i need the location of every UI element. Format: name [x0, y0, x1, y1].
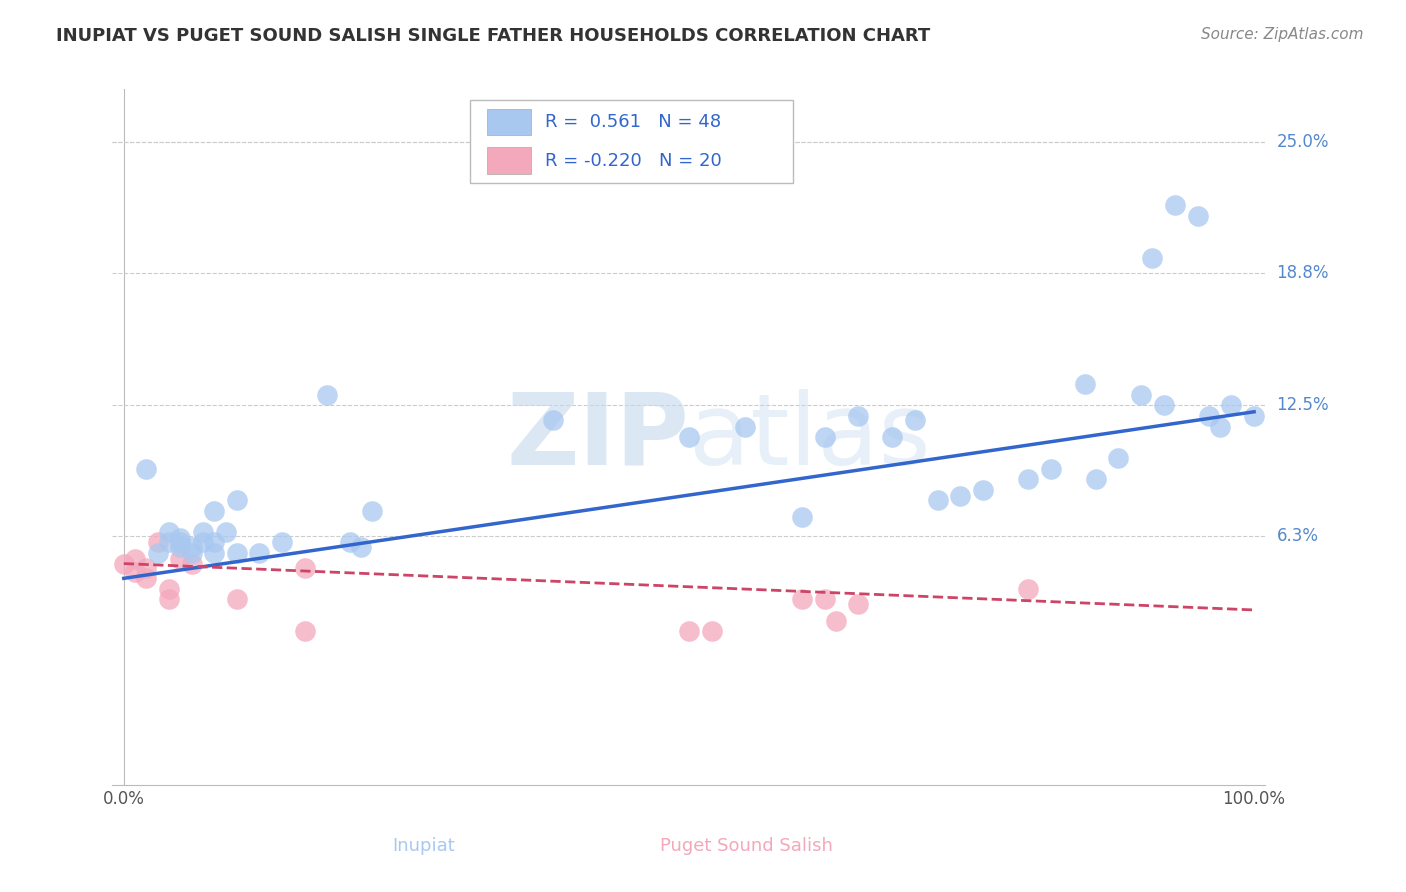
Point: [191, 524, 214, 539]
Point: [790, 592, 813, 607]
Point: [813, 430, 835, 444]
Point: [135, 561, 157, 575]
Point: [169, 535, 191, 549]
Point: [927, 493, 949, 508]
Point: [1039, 461, 1062, 475]
Point: [1243, 409, 1265, 423]
Point: [700, 624, 723, 638]
Point: [146, 546, 169, 560]
Point: [135, 461, 157, 475]
Point: [124, 565, 146, 579]
Point: [157, 592, 180, 607]
Point: [225, 493, 247, 508]
Point: [361, 504, 384, 518]
Text: R = -0.220   N = 20: R = -0.220 N = 20: [546, 152, 721, 169]
Point: [202, 535, 225, 549]
Point: [848, 597, 870, 611]
Point: [734, 419, 756, 434]
Point: [294, 561, 316, 575]
Point: [813, 592, 835, 607]
Point: [678, 624, 700, 638]
Point: [1153, 399, 1175, 413]
Point: [1017, 582, 1039, 596]
Point: [157, 524, 180, 539]
Text: 6.3%: 6.3%: [1277, 527, 1319, 545]
Point: [169, 552, 191, 566]
Text: atlas: atlas: [689, 389, 931, 485]
Point: [1084, 472, 1107, 486]
Text: Source: ZipAtlas.com: Source: ZipAtlas.com: [1201, 27, 1364, 42]
Point: [169, 531, 191, 545]
Point: [202, 504, 225, 518]
Point: [157, 582, 180, 596]
FancyBboxPatch shape: [470, 100, 793, 183]
Point: [202, 546, 225, 560]
Point: [825, 614, 848, 628]
Point: [848, 409, 870, 423]
Point: [180, 557, 202, 571]
Text: Inupiat: Inupiat: [392, 837, 456, 855]
Point: [949, 489, 972, 503]
Point: [169, 540, 191, 554]
Point: [157, 535, 180, 549]
Point: [135, 571, 157, 585]
Point: [271, 535, 294, 549]
Point: [543, 413, 565, 427]
Point: [1073, 377, 1095, 392]
Bar: [488, 147, 531, 174]
Point: [1017, 472, 1039, 486]
Point: [1130, 388, 1153, 402]
Text: 25.0%: 25.0%: [1277, 133, 1329, 151]
Text: ZIP: ZIP: [506, 389, 689, 485]
Point: [790, 510, 813, 524]
Point: [1142, 251, 1164, 265]
Point: [124, 552, 146, 566]
Point: [678, 430, 700, 444]
Point: [191, 535, 214, 549]
Point: [1220, 399, 1243, 413]
Point: [1187, 209, 1209, 223]
Point: [882, 430, 904, 444]
Point: [225, 592, 247, 607]
Point: [339, 535, 361, 549]
Text: 18.8%: 18.8%: [1277, 264, 1329, 282]
Point: [180, 540, 202, 554]
Point: [350, 540, 373, 554]
Point: [112, 557, 135, 571]
Point: [1198, 409, 1220, 423]
Point: [316, 388, 339, 402]
Point: [214, 524, 236, 539]
Text: Puget Sound Salish: Puget Sound Salish: [661, 837, 832, 855]
Point: [904, 413, 927, 427]
Point: [180, 546, 202, 560]
Point: [225, 546, 247, 560]
Text: R =  0.561   N = 48: R = 0.561 N = 48: [546, 113, 721, 131]
Point: [1209, 419, 1232, 434]
Point: [146, 535, 169, 549]
Point: [1164, 198, 1187, 212]
Point: [972, 483, 994, 497]
Text: 12.5%: 12.5%: [1277, 396, 1329, 415]
Point: [249, 546, 271, 560]
Bar: [488, 109, 531, 136]
Point: [294, 624, 316, 638]
Point: [1107, 451, 1129, 466]
Text: INUPIAT VS PUGET SOUND SALISH SINGLE FATHER HOUSEHOLDS CORRELATION CHART: INUPIAT VS PUGET SOUND SALISH SINGLE FAT…: [56, 27, 931, 45]
